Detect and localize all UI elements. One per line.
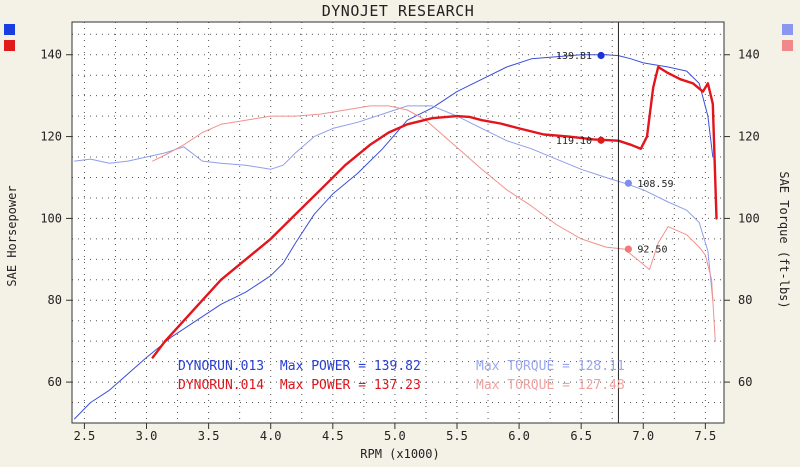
x-tick-label: 4.5 (322, 429, 344, 443)
cursor-value-label: 108.59 (637, 179, 673, 190)
x-tick-label: 7.0 (632, 429, 654, 443)
legend-swatch-red[interactable] (4, 40, 15, 51)
right-y-tick-label: 60 (738, 375, 752, 389)
legend-run014-name: DYNORUN.014 (178, 378, 264, 393)
chart-title: DYNOJET RESEARCH (322, 2, 475, 20)
x-axis-title: RPM (x1000) (360, 447, 439, 461)
legend-swatch-light-red[interactable] (782, 40, 793, 51)
left-y-tick-label: 60 (48, 375, 62, 389)
legend-swatch-light-blue[interactable] (782, 24, 793, 35)
legend-run014-torque-text: Max TORQUE = 127.48 (476, 378, 625, 393)
legend-run014-power: DYNORUN.014 Max POWER = 137.23 (178, 378, 421, 393)
right-y-tick-label: 140 (738, 48, 760, 62)
legend-run013-power-text: Max POWER = 139.82 (280, 359, 421, 374)
x-tick-label: 7.5 (695, 429, 717, 443)
left-y-axis-title: SAE Horsepower (5, 185, 19, 286)
left-y-tick-label: 120 (40, 130, 62, 144)
left-y-tick-label: 80 (48, 293, 62, 307)
cursor-value-dot (624, 179, 632, 187)
x-tick-label: 5.5 (446, 429, 468, 443)
right-y-tick-label: 80 (738, 293, 752, 307)
cursor-value-label: 119.10 (556, 136, 592, 147)
marker-layer: 139.81 119.10 108.59 92.50 (556, 51, 674, 256)
left-y-tick-label: 140 (40, 48, 62, 62)
legend-run013-name: DYNORUN.013 (178, 359, 264, 374)
series-line-run013-torque (74, 105, 714, 301)
right-y-tick-label: 100 (738, 211, 760, 225)
legend-run014-power-text: Max POWER = 137.23 (280, 378, 421, 393)
legend-swatch-blue[interactable] (4, 24, 15, 35)
legend-run013-torque-text: Max TORQUE = 128.11 (476, 359, 625, 374)
legend-run013-power: DYNORUN.013 Max POWER = 139.82 (178, 359, 421, 374)
cursor-value-dot (597, 51, 605, 60)
cursor-value-label: 139.81 (556, 51, 592, 62)
x-tick-label: 2.5 (74, 429, 96, 443)
cursor-value-label: 92.50 (637, 245, 667, 256)
x-tick-label: 6.0 (508, 429, 530, 443)
plot-area (72, 22, 724, 423)
cursor-value-dot (624, 245, 632, 253)
x-tick-label: 3.0 (136, 429, 158, 443)
right-y-axis-title: SAE Torque (ft-lbs) (777, 171, 791, 308)
series-line-run013-power (74, 54, 714, 420)
series-layer (74, 54, 718, 420)
plot-frame (71, 21, 725, 424)
x-tick-label: 3.5 (198, 429, 220, 443)
series-line-run014-power (151, 65, 718, 359)
right-y-tick-label: 120 (738, 130, 760, 144)
series-line-run014-torque (152, 105, 716, 342)
x-tick-label: 5.0 (384, 429, 406, 443)
x-tick-label: 4.0 (260, 429, 282, 443)
cursor-value-dot (597, 136, 605, 144)
left-y-tick-label: 100 (40, 211, 62, 225)
x-tick-label: 6.5 (570, 429, 592, 443)
axis-layer: 2.5 3.0 3.5 4.0 4.5 5.0 5.5 6.0 6.5 7.0 7.5 60 60 80 8… (40, 48, 759, 443)
